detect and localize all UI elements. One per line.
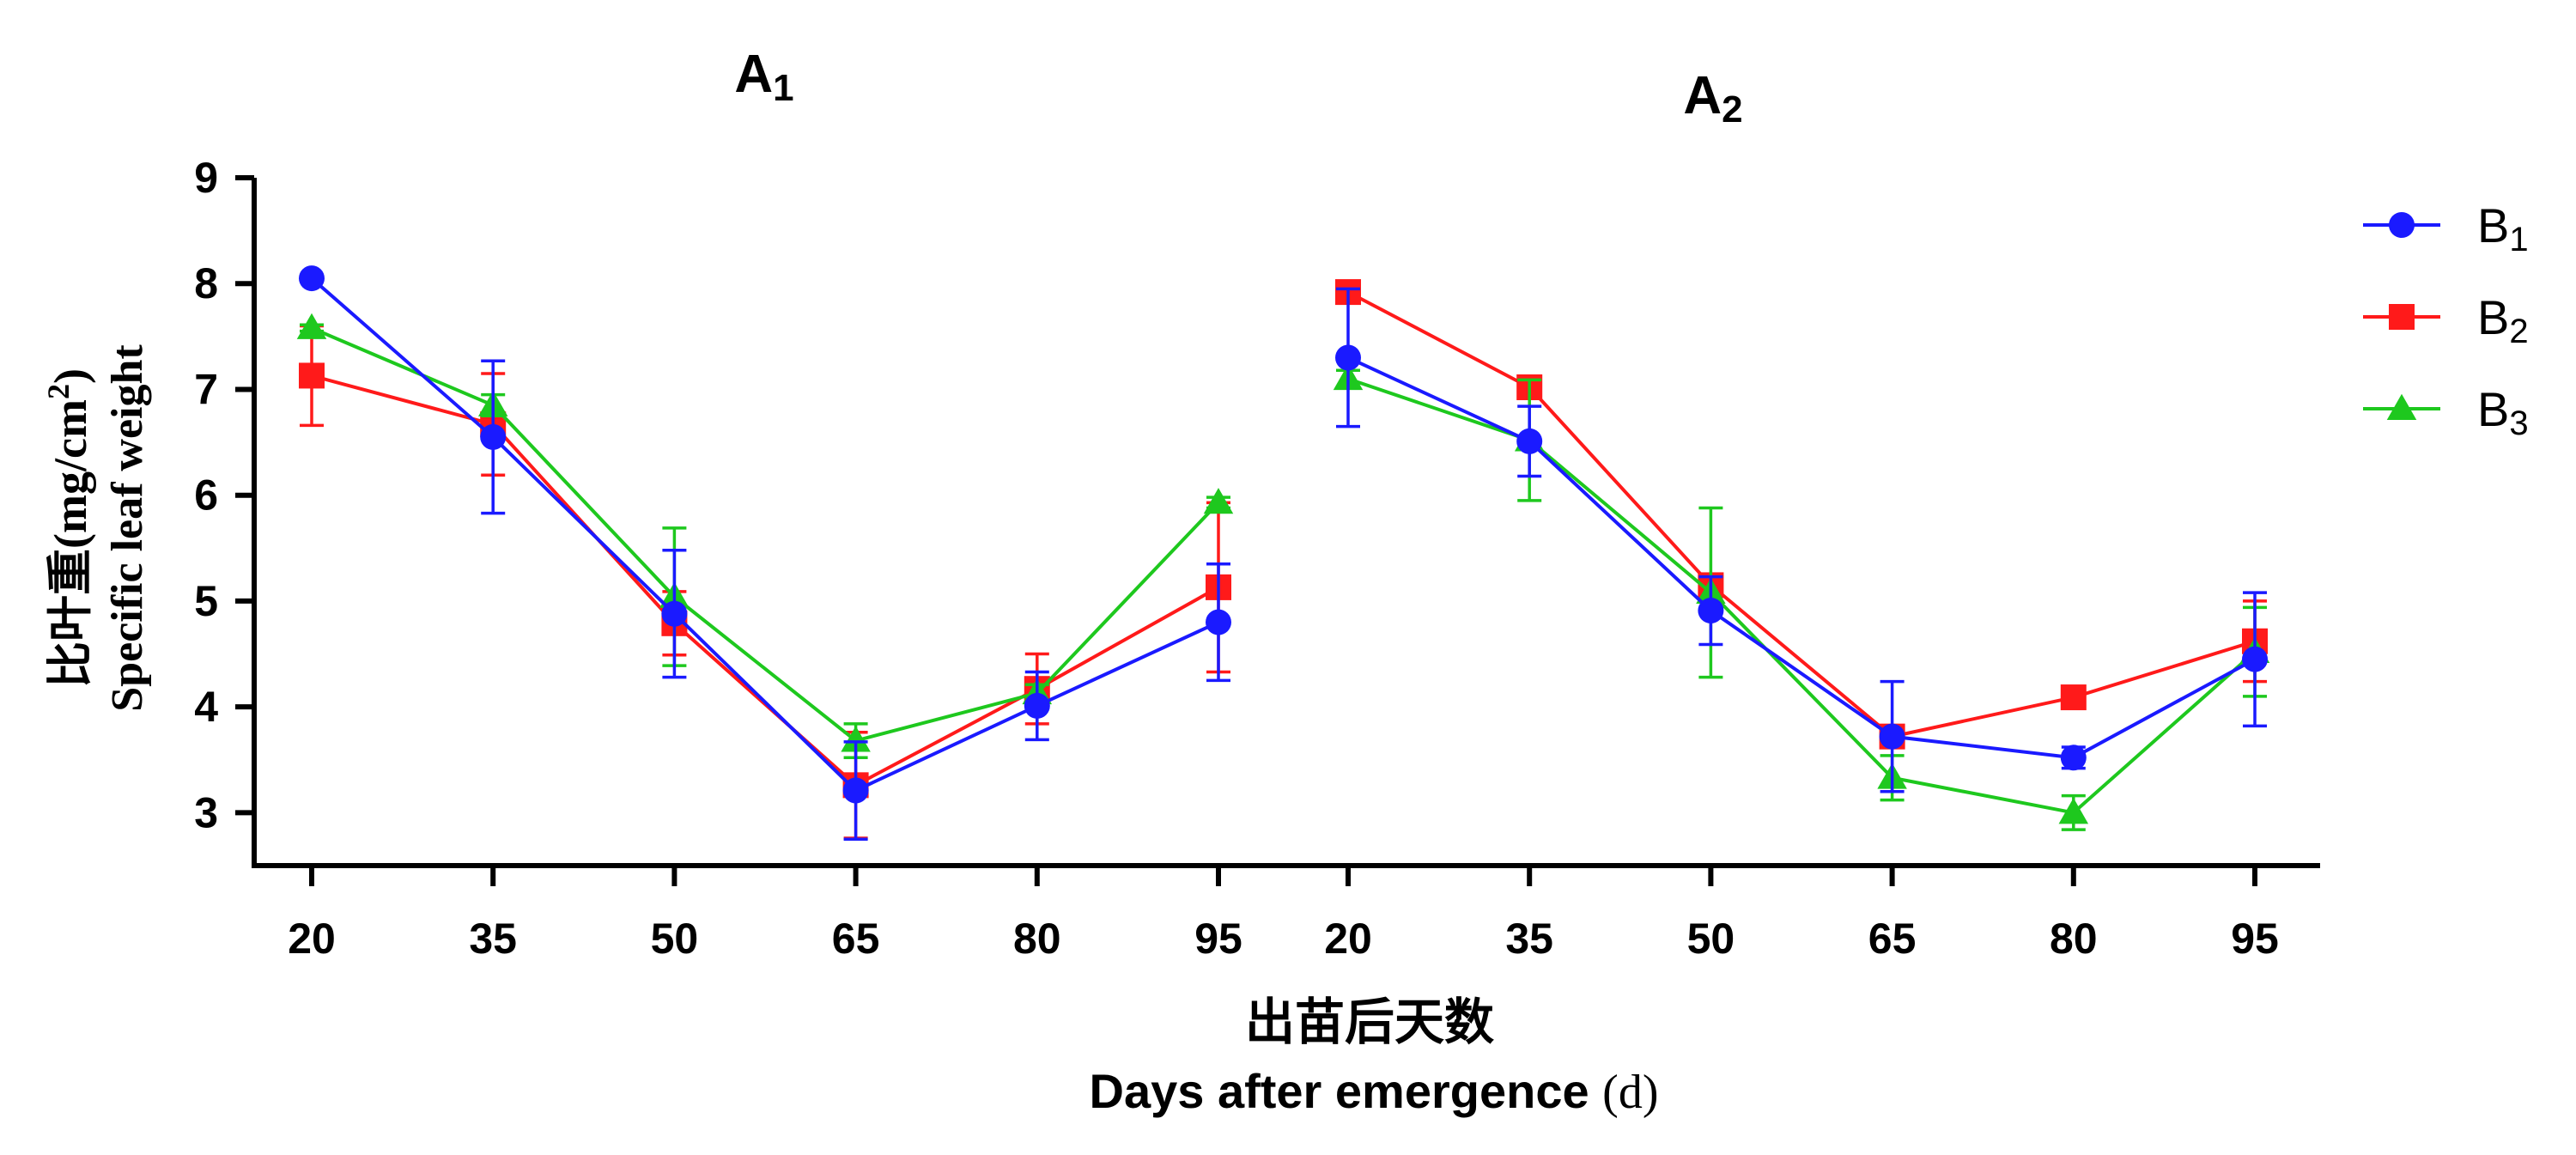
x-tick-label: 50 bbox=[651, 915, 699, 963]
x-tick-label: 35 bbox=[1505, 915, 1553, 963]
axes bbox=[252, 178, 2320, 868]
data-point bbox=[1203, 488, 1234, 514]
x-tick-label: 20 bbox=[1324, 915, 1372, 963]
y-ticks: 3 4 5 6 7 8 9 bbox=[194, 154, 254, 836]
y-tick-label: 6 bbox=[194, 471, 218, 520]
x-ticks: 20 35 50 65 80 95 20 35 50 65 80 95 bbox=[288, 866, 2279, 963]
data-point bbox=[842, 777, 869, 804]
y-axis-title-sup: 2 bbox=[41, 384, 76, 399]
series-line bbox=[311, 374, 1219, 787]
legend-item: B3 bbox=[2363, 382, 2529, 442]
x-tick-label: 20 bbox=[288, 915, 336, 963]
data-point bbox=[661, 600, 688, 627]
series-line bbox=[1347, 290, 2256, 739]
x-axis-title-en-main: Days after emergence bbox=[1090, 1064, 1589, 1118]
legend: B1 B2 B3 bbox=[2363, 198, 2529, 442]
series-B3-A2 bbox=[1333, 363, 2270, 831]
data-point bbox=[480, 423, 507, 450]
data-point bbox=[2060, 745, 2087, 771]
series-B2-A1 bbox=[299, 324, 1231, 840]
legend-item: B1 bbox=[2363, 198, 2529, 258]
legend-swatch-marker bbox=[2389, 212, 2415, 238]
y-tick-label: 3 bbox=[194, 788, 218, 836]
x-axis-title-unit: (d) bbox=[1602, 1066, 1658, 1119]
series-B3-A1 bbox=[296, 313, 1234, 760]
panel-title-a1-sub: 1 bbox=[773, 67, 793, 109]
panel-title-a2-sub: 2 bbox=[1722, 88, 1742, 131]
y-axis-title: 比叶重(mg/cm2) Specific leaf weight bbox=[41, 344, 152, 712]
x-tick-label: 50 bbox=[1687, 915, 1735, 963]
y-tick-label: 4 bbox=[194, 683, 218, 731]
panel-title-a2: A2 bbox=[1683, 66, 1742, 131]
data-point bbox=[2058, 798, 2089, 824]
y-tick-label: 5 bbox=[194, 577, 218, 625]
data-point bbox=[1698, 598, 1724, 624]
x-tick-label: 80 bbox=[2050, 915, 2098, 963]
data-point bbox=[299, 265, 325, 292]
data-point bbox=[841, 726, 871, 752]
y-tick-label: 9 bbox=[194, 154, 218, 202]
legend-swatch-marker bbox=[2389, 304, 2415, 330]
series-line bbox=[311, 326, 1220, 743]
x-tick-label: 35 bbox=[469, 915, 517, 963]
data-point bbox=[299, 362, 325, 389]
panel-title-a1: A1 bbox=[734, 45, 793, 109]
legend-item: B2 bbox=[2363, 290, 2529, 350]
y-axis-title-en: Specific leaf weight bbox=[103, 344, 152, 712]
data-point bbox=[2060, 684, 2087, 711]
data-point bbox=[1516, 428, 1543, 454]
y-tick-label: 7 bbox=[194, 365, 218, 413]
series-line bbox=[310, 277, 1219, 793]
data-point bbox=[1024, 692, 1050, 719]
data-point bbox=[1206, 609, 1231, 635]
data-point bbox=[1879, 723, 1905, 750]
data-point bbox=[2242, 646, 2268, 672]
series-B2-A2 bbox=[1335, 279, 2268, 750]
data-point bbox=[1335, 344, 1361, 371]
series-B1-A2 bbox=[1335, 287, 2268, 793]
x-axis-title-cn: 出苗后天数 bbox=[1245, 994, 1494, 1050]
series-B1-A1 bbox=[299, 265, 1231, 841]
series-line bbox=[1347, 356, 2256, 760]
data-point bbox=[296, 313, 327, 339]
x-tick-label: 65 bbox=[832, 915, 880, 963]
legend-label: B3 bbox=[2477, 382, 2529, 442]
x-tick-label: 80 bbox=[1013, 915, 1061, 963]
x-tick-label: 65 bbox=[1868, 915, 1917, 963]
y-tick-label: 8 bbox=[194, 259, 218, 307]
plot-layer bbox=[296, 265, 2270, 841]
x-tick-label: 95 bbox=[2231, 915, 2279, 963]
legend-label: B1 bbox=[2477, 198, 2529, 258]
legend-label: B2 bbox=[2477, 290, 2529, 350]
x-axis-title-en: Days after emergence (d) bbox=[1090, 1064, 1659, 1119]
legend-swatch-marker bbox=[2386, 393, 2417, 420]
series-line bbox=[1347, 377, 2257, 815]
y-axis-title-cn: 比叶重(mg/cm2) bbox=[41, 368, 96, 688]
y-axis-title-close: ) bbox=[45, 368, 96, 384]
x-tick-label: 95 bbox=[1194, 915, 1242, 963]
